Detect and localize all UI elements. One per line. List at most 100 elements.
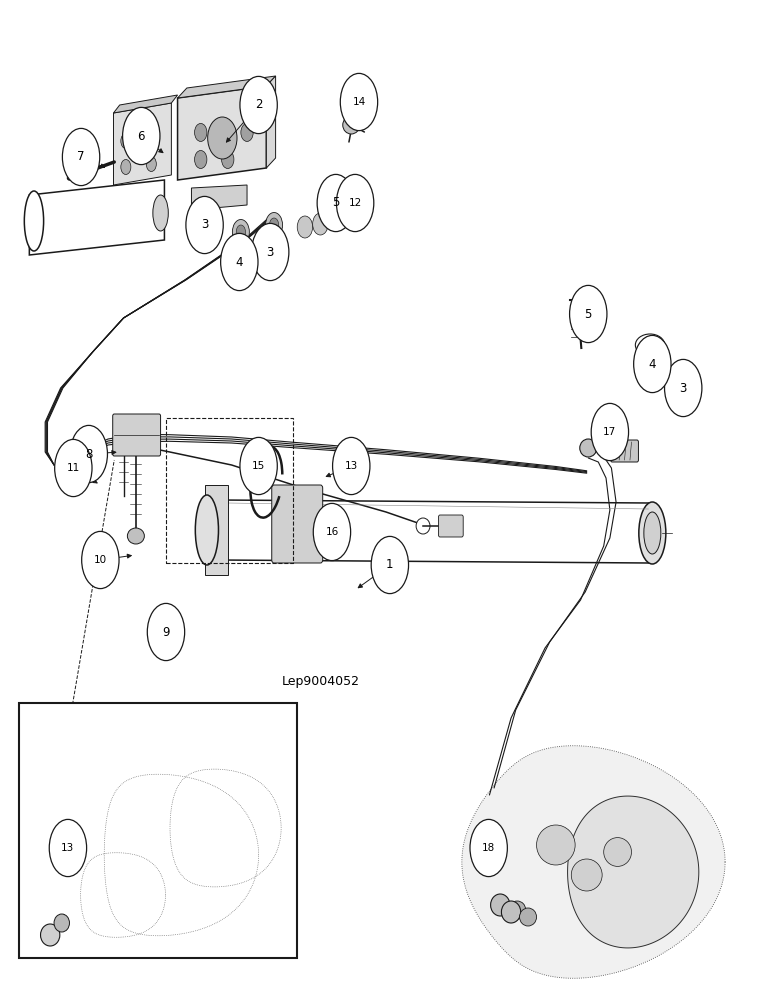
Ellipse shape [82, 531, 119, 589]
Ellipse shape [416, 518, 430, 534]
Ellipse shape [120, 159, 130, 174]
Ellipse shape [240, 76, 277, 134]
Text: 3: 3 [201, 219, 208, 232]
Text: 16: 16 [325, 527, 339, 537]
Ellipse shape [236, 225, 245, 239]
Ellipse shape [49, 819, 86, 877]
FancyBboxPatch shape [113, 414, 161, 456]
Ellipse shape [371, 536, 408, 594]
Ellipse shape [537, 825, 575, 865]
Ellipse shape [591, 403, 628, 461]
Polygon shape [220, 500, 648, 563]
Ellipse shape [313, 213, 328, 235]
Ellipse shape [580, 439, 597, 457]
Polygon shape [266, 76, 276, 168]
Ellipse shape [470, 819, 507, 877]
Ellipse shape [147, 603, 185, 661]
Polygon shape [205, 485, 228, 575]
Text: 8: 8 [85, 448, 93, 460]
Ellipse shape [297, 216, 313, 238]
Polygon shape [567, 796, 699, 948]
Ellipse shape [642, 339, 658, 351]
Ellipse shape [269, 218, 279, 232]
Ellipse shape [240, 437, 277, 495]
Text: 3: 3 [266, 245, 274, 258]
Text: 18: 18 [482, 843, 496, 853]
Ellipse shape [55, 439, 92, 497]
Ellipse shape [313, 503, 350, 561]
Polygon shape [191, 185, 247, 210]
Text: 12: 12 [348, 198, 362, 208]
Ellipse shape [241, 123, 253, 141]
Ellipse shape [222, 123, 234, 141]
Ellipse shape [570, 285, 607, 343]
FancyBboxPatch shape [272, 485, 323, 563]
Ellipse shape [491, 894, 510, 916]
Ellipse shape [63, 128, 100, 186]
Text: 2: 2 [255, 99, 262, 111]
Bar [166, 418, 293, 563]
Ellipse shape [252, 223, 289, 281]
Ellipse shape [232, 220, 249, 244]
Ellipse shape [146, 156, 156, 172]
Ellipse shape [635, 334, 665, 356]
Polygon shape [178, 86, 266, 180]
Ellipse shape [520, 908, 537, 926]
Ellipse shape [195, 151, 207, 169]
Text: 4: 4 [235, 255, 243, 268]
Ellipse shape [638, 502, 665, 564]
Text: 1: 1 [386, 558, 394, 572]
FancyBboxPatch shape [611, 440, 638, 462]
Text: 9: 9 [162, 626, 170, 639]
Ellipse shape [571, 859, 602, 891]
Ellipse shape [54, 914, 69, 932]
Ellipse shape [120, 133, 130, 148]
Ellipse shape [340, 73, 378, 131]
Ellipse shape [153, 195, 168, 231]
Ellipse shape [198, 213, 215, 237]
Polygon shape [178, 76, 276, 98]
Ellipse shape [333, 437, 370, 495]
Ellipse shape [604, 838, 631, 866]
Bar [19, 703, 297, 958]
Text: 17: 17 [603, 427, 617, 437]
Text: 7: 7 [77, 150, 85, 163]
Text: 5: 5 [332, 196, 340, 210]
Polygon shape [462, 746, 725, 978]
Ellipse shape [40, 924, 59, 946]
Text: 5: 5 [584, 308, 592, 320]
Ellipse shape [222, 151, 234, 169]
Ellipse shape [634, 335, 671, 393]
Polygon shape [113, 103, 171, 185]
Ellipse shape [221, 233, 258, 291]
Text: Lep9004052: Lep9004052 [282, 676, 360, 688]
Ellipse shape [644, 512, 661, 554]
Ellipse shape [186, 196, 223, 254]
Text: 14: 14 [352, 97, 366, 107]
Text: 15: 15 [252, 461, 266, 471]
Text: 13: 13 [61, 843, 75, 853]
Ellipse shape [502, 901, 520, 923]
Ellipse shape [195, 123, 207, 141]
Ellipse shape [337, 174, 374, 232]
FancyBboxPatch shape [438, 515, 463, 537]
Ellipse shape [331, 190, 348, 210]
Ellipse shape [127, 528, 144, 544]
Polygon shape [29, 180, 164, 255]
Text: 4: 4 [648, 358, 656, 370]
Ellipse shape [195, 495, 218, 565]
Text: 13: 13 [344, 461, 358, 471]
Text: 11: 11 [66, 463, 80, 473]
Text: 6: 6 [137, 129, 145, 142]
Ellipse shape [123, 107, 160, 165]
Ellipse shape [665, 359, 702, 417]
Ellipse shape [317, 174, 354, 232]
Ellipse shape [509, 901, 526, 919]
Ellipse shape [202, 218, 212, 232]
Ellipse shape [70, 425, 107, 483]
Polygon shape [113, 95, 178, 113]
Ellipse shape [266, 213, 283, 237]
Ellipse shape [25, 191, 43, 251]
Text: 10: 10 [93, 555, 107, 565]
Ellipse shape [146, 130, 156, 145]
